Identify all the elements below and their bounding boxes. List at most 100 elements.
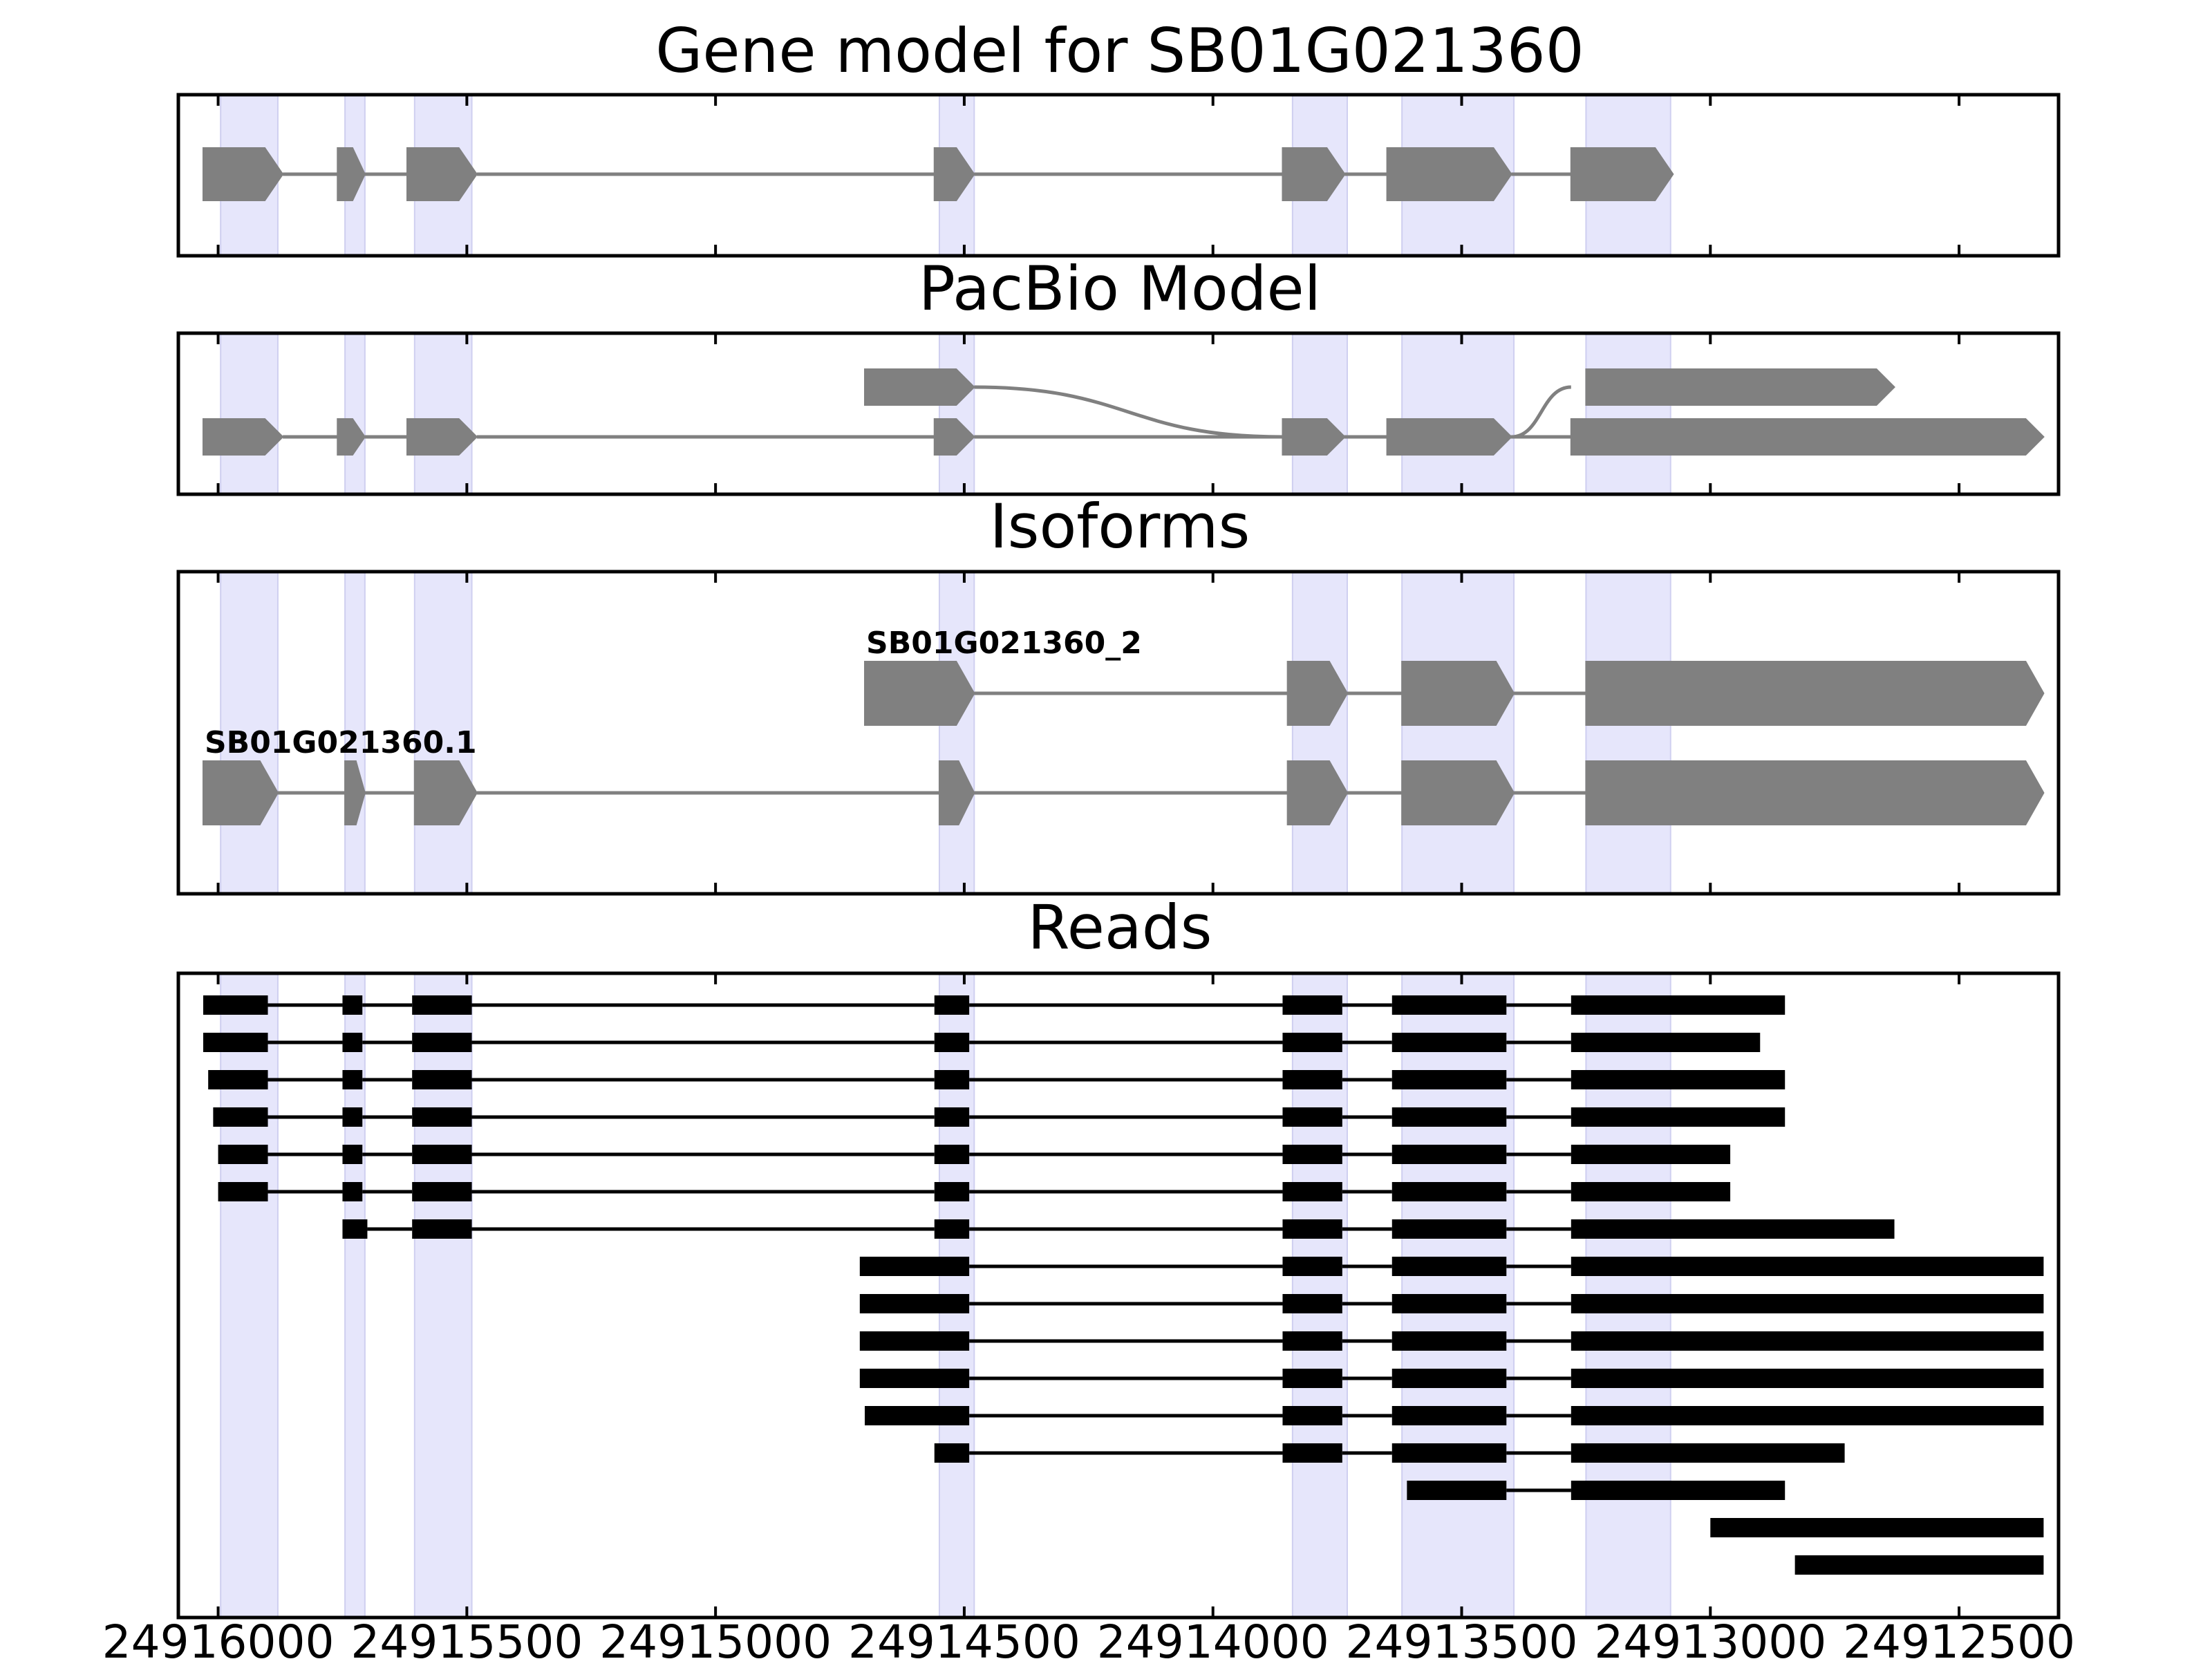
exon-block: [1585, 760, 2045, 825]
exon-block: [1286, 760, 1349, 825]
exon-band: [220, 332, 279, 495]
isoforms-transcripts: SB01G021360_2 SB01G021360.1: [202, 626, 2045, 825]
read-block: [1282, 1107, 1342, 1127]
isoforms-exon-bands: [220, 571, 1671, 894]
x-tick-label: 24914000: [1097, 1615, 1329, 1659]
exon-block: [933, 147, 975, 201]
exon-block: [202, 418, 284, 456]
read-alignment: [203, 995, 1785, 1015]
exon-block: [1282, 418, 1346, 456]
figure-title: Gene model for SB01G021360: [655, 15, 1584, 86]
read-block: [1282, 995, 1342, 1015]
read-block: [1282, 1257, 1342, 1276]
read-block: [342, 1033, 363, 1052]
read-block: [1391, 1257, 1507, 1276]
reads-frame: [176, 971, 2061, 1620]
read-block: [934, 1145, 970, 1164]
reads-alignments: [203, 995, 2044, 1575]
exon-block: [1386, 418, 1512, 456]
isoform-label: SB01G021360_2: [866, 626, 1142, 661]
read-block: [218, 1182, 268, 1201]
exon-block: [1282, 147, 1346, 201]
read-alignment: [208, 1070, 1785, 1089]
read-block: [934, 1219, 970, 1239]
read-block: [1571, 1443, 1845, 1463]
read-block: [934, 1107, 970, 1127]
read-block: [1571, 1481, 1785, 1500]
read-block: [1571, 1107, 1785, 1127]
exon-block: [406, 147, 478, 201]
x-axis-tick-labels: 24916000 24915500 24915000 24914500 24914000…: [102, 1615, 2075, 1659]
exon-block: [1570, 147, 1674, 201]
read-alignment: [859, 1294, 2044, 1313]
read-alignment: [859, 1369, 2044, 1388]
read-block: [412, 1219, 472, 1239]
read-alignment: [213, 1107, 1785, 1127]
read-block: [1391, 1406, 1507, 1425]
read-block: [1282, 1369, 1342, 1388]
read-block: [1391, 1331, 1507, 1351]
read-alignment: [859, 1257, 2044, 1276]
read-block: [342, 1070, 363, 1089]
exon-band: [1585, 332, 1671, 495]
read-block: [412, 1107, 472, 1127]
read-block: [1282, 1443, 1342, 1463]
x-tick-label: 24915000: [599, 1615, 832, 1659]
read-block: [1391, 1107, 1507, 1127]
read-block: [934, 1070, 970, 1089]
read-block: [934, 1182, 970, 1201]
exon-block: [406, 418, 478, 456]
read-block: [1571, 1182, 1731, 1201]
exon-block: [202, 147, 284, 201]
read-block: [1391, 1070, 1507, 1089]
read-block: [1571, 1033, 1761, 1052]
exon-band: [1585, 571, 1671, 894]
read-block: [1282, 1070, 1342, 1089]
read-block: [208, 1070, 268, 1089]
exon-band: [1401, 571, 1515, 894]
read-block: [1282, 1406, 1342, 1425]
read-block: [342, 1182, 363, 1201]
read-block: [342, 1219, 368, 1239]
exon-band: [413, 571, 473, 894]
read-block: [865, 1406, 970, 1425]
x-tick-label: 24915500: [350, 1615, 583, 1659]
read-alignment: [859, 1331, 2044, 1351]
read-block: [1571, 1070, 1785, 1089]
exon-band: [1291, 571, 1349, 894]
read-alignment: [1407, 1481, 1785, 1500]
read-alignment: [203, 1033, 1761, 1052]
read-block: [934, 1033, 970, 1052]
read-block: [1391, 1369, 1507, 1388]
read-alignment: [218, 1182, 1731, 1201]
exon-band: [220, 973, 279, 1618]
read-block: [1571, 1219, 1895, 1239]
read-block: [1407, 1481, 1507, 1500]
isoforms-frame: [176, 570, 2061, 896]
exon-block: [938, 760, 975, 825]
gene-model-panel: [176, 93, 2061, 258]
pacbio-exon-bands: [220, 332, 1671, 495]
exon-band: [344, 332, 366, 495]
exon-block: [202, 760, 279, 825]
read-block: [1571, 1294, 2044, 1313]
exon-band: [344, 973, 366, 1618]
read-block: [1391, 1145, 1507, 1164]
gene-model-frame: [176, 93, 2061, 258]
read-block: [1391, 1219, 1507, 1239]
read-block: [1282, 1145, 1342, 1164]
read-alignment: [1794, 1555, 2044, 1575]
exon-block: [864, 368, 975, 406]
reads-panel-title: Reads: [1028, 892, 1212, 963]
x-tick-label: 24913500: [1346, 1615, 1578, 1659]
exon-band: [413, 973, 473, 1618]
intron-line: [1511, 385, 1572, 439]
x-tick-label: 24916000: [102, 1615, 335, 1659]
read-block: [1391, 1033, 1507, 1052]
read-block: [934, 995, 970, 1015]
read-block: [859, 1369, 970, 1388]
read-block: [1710, 1518, 2044, 1537]
read-block: [859, 1331, 970, 1351]
isoforms-ticks: [216, 572, 1961, 894]
read-block: [203, 1033, 268, 1052]
